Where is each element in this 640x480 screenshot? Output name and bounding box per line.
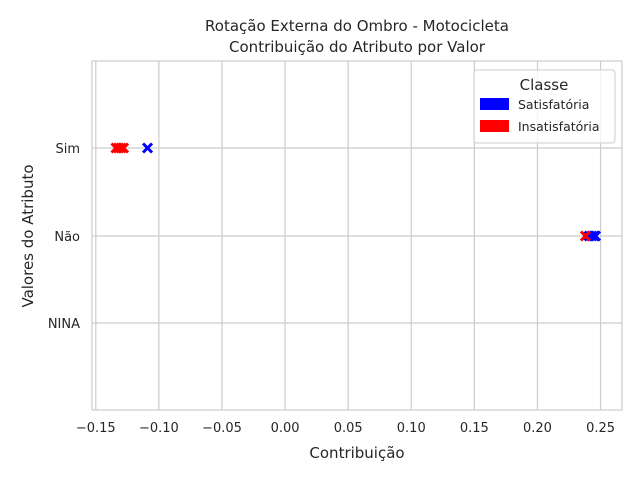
grid-lines: [92, 61, 622, 410]
chart-title-line-1: Rotação Externa do Ombro - Motocicleta: [205, 17, 509, 35]
legend-label-satisfatoria: Satisfatória: [518, 97, 589, 112]
x-tick-label: 0.05: [334, 421, 363, 436]
legend: Classe Satisfatória Insatisfatória: [473, 69, 616, 144]
x-tick-label: −0.10: [139, 421, 179, 436]
plot-frame: [91, 60, 623, 411]
chart-title-line-2: Contribuição do Atributo por Valor: [229, 38, 486, 56]
legend-label-insatisfatoria: Insatisfatória: [518, 119, 600, 134]
x-tick-label: −0.15: [76, 421, 116, 436]
y-tick-label: Não: [54, 230, 80, 245]
legend-swatch-insatisfatoria: [480, 120, 509, 132]
x-tick-label: 0.15: [460, 421, 489, 436]
legend-title: Classe: [520, 76, 569, 94]
data-point-insatisfatória: [115, 142, 127, 154]
x-tick-label: 0.25: [586, 421, 615, 436]
legend-swatch-satisfatoria: [480, 98, 509, 110]
x-axis-label: Contribuição: [309, 444, 404, 462]
x-axis-ticks: −0.15 −0.10 −0.05 0.00 0.05 0.10 0.15 0.20 0.25: [76, 421, 615, 436]
y-tick-label: Sim: [55, 142, 80, 157]
data-point-insatisfatória: [579, 230, 591, 242]
y-tick-label: NINA: [48, 317, 80, 332]
y-axis-ticks: Sim Não NINA: [48, 142, 80, 332]
data-point-insatisfatória: [117, 142, 130, 154]
x-tick-label: −0.05: [202, 421, 242, 436]
data-point-satisfatória: [589, 230, 602, 242]
x-tick-label: 0.20: [523, 421, 552, 436]
x-tick-label: 0.10: [397, 421, 426, 436]
data-points: [110, 142, 602, 242]
legend-box: [473, 69, 616, 144]
y-axis-label: Valores do Atributo: [19, 164, 37, 307]
x-tick-label: 0.00: [271, 421, 300, 436]
data-point-satisfatória: [141, 142, 154, 154]
